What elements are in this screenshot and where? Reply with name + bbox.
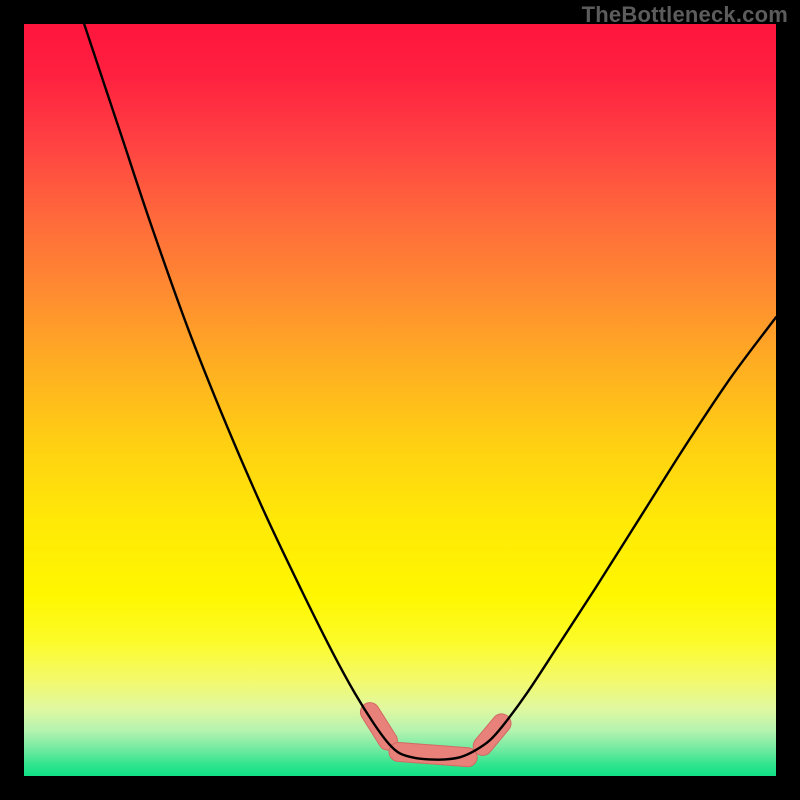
chart-frame: TheBottleneck.com [0,0,800,800]
plot-area [24,24,776,776]
gradient-background [24,24,776,776]
bottleneck-curve-chart [24,24,776,776]
watermark-text: TheBottleneck.com [582,2,788,28]
